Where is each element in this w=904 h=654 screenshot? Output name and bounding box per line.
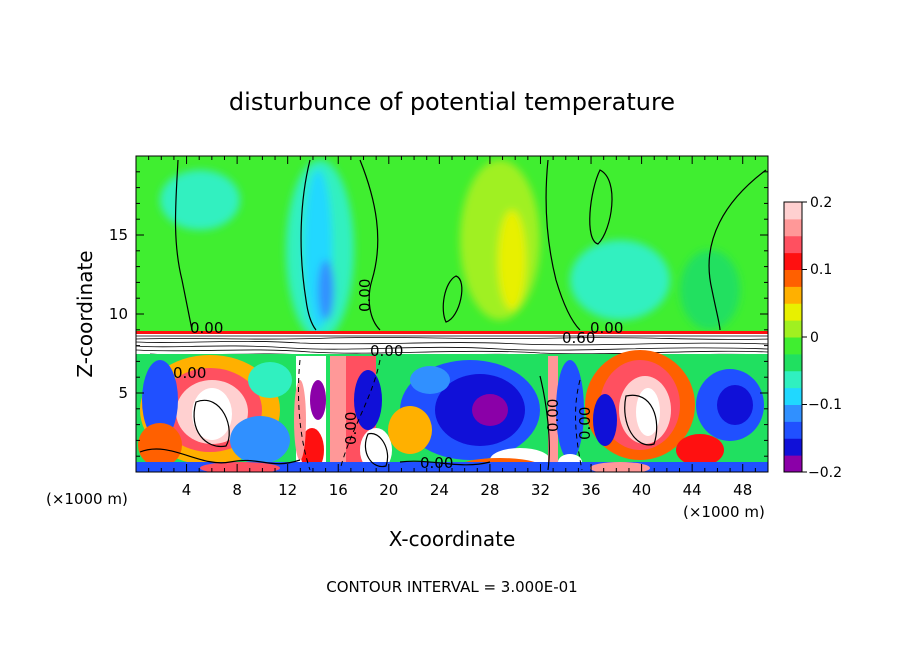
colorbar-swatch [784, 218, 802, 237]
x-axis-label: X-coordinate [389, 527, 516, 551]
contour-label: 0.00 [190, 319, 223, 337]
x-axis-unit-right: (×1000 m) [683, 503, 765, 521]
colorbar-swatch [784, 252, 802, 270]
x-tick-label: 4 [182, 481, 192, 499]
colorbar-tick-label: 0 [810, 330, 819, 346]
colorbar-tick-label: −0.1 [808, 397, 842, 413]
colorbar-swatch [784, 269, 802, 287]
contour-label: 0.60 [562, 329, 595, 347]
contour-label: 0.00 [370, 342, 403, 360]
y-axis: 5 10 15 [109, 171, 768, 457]
x-tick-label: 28 [480, 481, 499, 499]
x-tick-label: 16 [329, 481, 348, 499]
contour-labels: 0.00 0.00 0.00 0.00 0.00 0.60 0.00 0.00 … [173, 279, 623, 472]
contour-label: 0.00 [544, 399, 562, 432]
contour-interval-footnote: CONTOUR INTERVAL = 3.000E-01 [326, 578, 577, 596]
x-tick-label: 12 [278, 481, 297, 499]
y-tick-label: 5 [118, 384, 128, 402]
colorbar-swatch [784, 202, 802, 220]
colorbar-swatch [784, 320, 802, 338]
colorbar-swatch [784, 455, 802, 473]
colorbar-swatch [784, 421, 802, 439]
contour-label: 0.00 [590, 319, 623, 337]
contour-label: 0.00 [342, 412, 360, 445]
chart-title: disturbunce of potential temperature [229, 88, 675, 116]
colorbar-swatch [784, 353, 802, 372]
colorbar-frame [783, 201, 803, 473]
colorbar-swatch [784, 438, 802, 456]
colorbar-swatch [784, 286, 802, 304]
x-axis: 4 8 12 16 20 24 28 32 36 40 44 48 [148, 156, 756, 499]
y-tick-label: 10 [109, 305, 128, 323]
contour-lines [139, 159, 767, 471]
upper-field-shading [160, 160, 740, 340]
contour-label: 0.00 [420, 454, 453, 472]
colorbar [784, 201, 807, 473]
x-tick-label: 24 [430, 481, 449, 499]
colorbar-labels: 0.2 0.1 0 −0.1 −0.2 [808, 195, 842, 481]
colorbar-swatch [784, 303, 802, 321]
contour-lines-negative [297, 359, 583, 471]
x-tick-label: 8 [232, 481, 242, 499]
x-tick-label: 40 [632, 481, 651, 499]
colorbar-swatch [784, 387, 802, 405]
contour-label: 0.00 [173, 364, 206, 382]
y-axis-label: Z-coordinate [73, 250, 97, 377]
y-tick-label: 15 [109, 226, 128, 244]
x-tick-label: 20 [379, 481, 398, 499]
colorbar-swatch [784, 370, 802, 389]
colorbar-swatch [784, 337, 802, 355]
x-tick-label: 44 [683, 481, 702, 499]
contour-label: 0.00 [356, 279, 374, 312]
plot-area: 0.00 0.00 0.00 0.00 0.00 0.60 0.00 0.00 … [136, 156, 768, 472]
x-tick-label: 48 [733, 481, 752, 499]
colorbar-tick-label: 0.1 [810, 262, 832, 278]
colorbar-swatch [784, 235, 802, 254]
x-axis-unit-left: (×1000 m) [46, 490, 128, 508]
x-tick-label: 36 [581, 481, 600, 499]
colorbar-swatch [784, 404, 802, 422]
colorbar-tick-label: 0.2 [810, 195, 832, 211]
lower-field-shading [136, 350, 768, 472]
contour-label: 0.00 [576, 407, 594, 440]
colorbar-tick-label: −0.2 [808, 465, 842, 481]
x-tick-label: 32 [531, 481, 550, 499]
